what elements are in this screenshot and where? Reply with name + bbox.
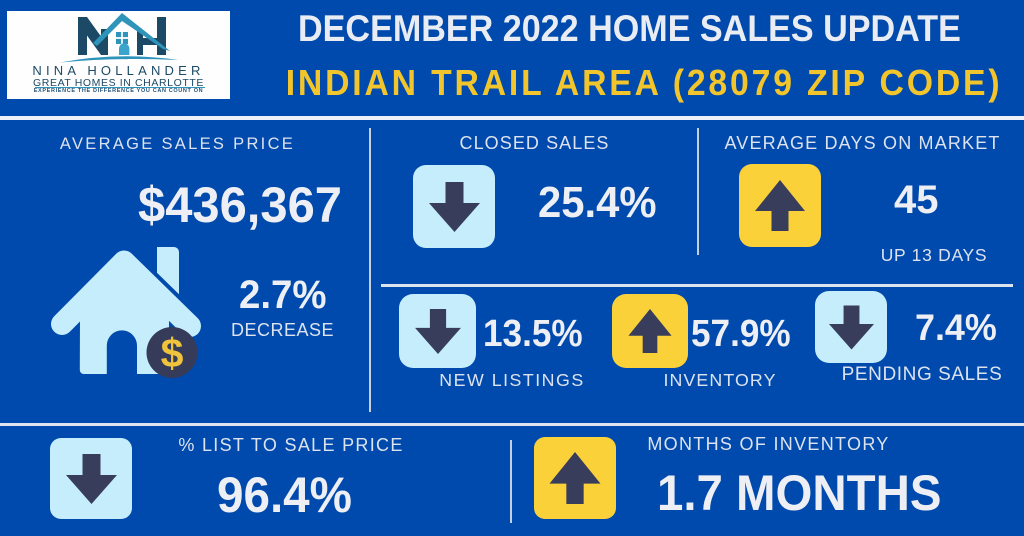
svg-text:$: $ xyxy=(161,330,184,376)
